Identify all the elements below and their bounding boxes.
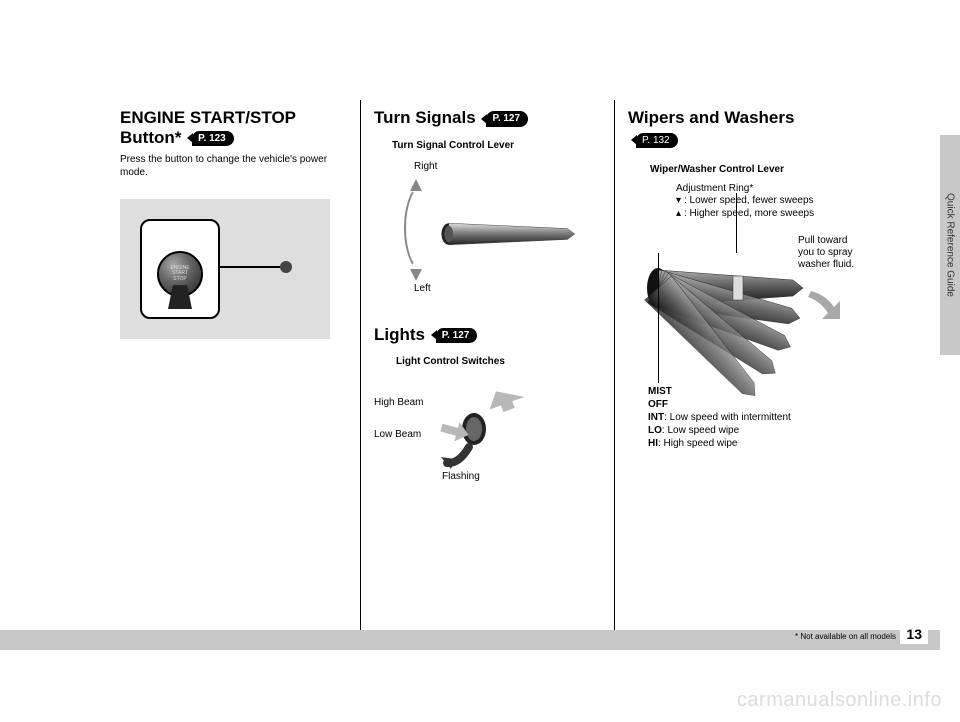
engine-title-l2: Button	[120, 128, 175, 147]
wipers-caption: Wiper/Washer Control Lever	[650, 164, 878, 175]
page-ref-pill: P. 132	[636, 133, 678, 148]
adjustment-ring-high: ▴: Higher speed, more sweeps	[676, 208, 814, 221]
page-ref-pill: P. 127	[486, 111, 528, 127]
lights-figure: High Beam Low Beam Flashing	[374, 379, 574, 499]
callout-line-modes	[658, 253, 659, 383]
label-right: Right	[414, 161, 437, 172]
page-number: 13	[900, 624, 928, 644]
engine-title-l1: ENGINE START/STOP	[120, 108, 296, 127]
label-left: Left	[414, 283, 431, 294]
engine-figure: ENGINE START STOP	[120, 199, 330, 339]
column-wipers: Wipers and Washers P. 132 Wiper/Washer C…	[628, 108, 878, 423]
adjustment-ring-low: ▾: Lower speed, fewer sweeps	[676, 195, 814, 208]
mode-int: INT: Low speed with intermittent	[648, 411, 791, 424]
adjustment-ring-title: Adjustment Ring*	[676, 183, 814, 196]
turn-signal-lever-graphic	[434, 216, 584, 252]
wipers-figure: Adjustment Ring* ▾: Lower speed, fewer s…	[628, 183, 868, 423]
engine-panel: ENGINE START STOP	[140, 219, 220, 319]
arrow-down-icon	[410, 269, 422, 281]
section-tab: Quick Reference Guide	[940, 135, 960, 355]
label-low-beam: Low Beam	[374, 429, 421, 440]
turn-signals-heading: Turn Signals P. 127	[374, 108, 610, 128]
page-ref-pill: P. 127	[436, 328, 478, 344]
lights-heading: Lights P. 127	[374, 325, 610, 345]
engine-asterisk: *	[175, 128, 182, 147]
adjustment-ring-block: Adjustment Ring* ▾: Lower speed, fewer s…	[676, 183, 814, 221]
lights-title: Lights	[374, 325, 425, 344]
column-divider-1	[360, 100, 361, 630]
wipers-heading: Wipers and Washers	[628, 108, 878, 128]
arrow-up-icon	[410, 179, 422, 191]
column-divider-2	[614, 100, 615, 630]
mode-mist: MIST	[648, 385, 791, 398]
label-high-beam: High Beam	[374, 397, 423, 408]
footnote-disclaimer: * Not available on all models	[795, 632, 896, 641]
turn-signals-title: Turn Signals	[374, 108, 476, 127]
engine-heading: ENGINE START/STOP Button* P. 123	[120, 108, 356, 147]
mode-off: OFF	[648, 398, 791, 411]
turn-signal-caption: Turn Signal Control Lever	[392, 140, 610, 151]
lights-caption: Light Control Switches	[396, 356, 610, 367]
wipers-title: Wipers and Washers	[628, 108, 794, 127]
pull-arrow-icon	[806, 283, 846, 323]
column-engine: ENGINE START/STOP Button* P. 123 Press t…	[120, 108, 356, 339]
section-tab-label: Quick Reference Guide	[945, 193, 956, 297]
callout-dot	[280, 261, 292, 273]
page-content: ENGINE START/STOP Button* P. 123 Press t…	[120, 108, 880, 628]
watermark: carmanualsonline.info	[737, 689, 942, 712]
wiper-modes-list: MIST OFF INT: Low speed with intermitten…	[648, 385, 791, 450]
mode-lo: LO: Low speed wipe	[648, 424, 791, 437]
engine-body-text: Press the button to change the vehicle's…	[120, 153, 356, 179]
callout-line	[220, 266, 280, 268]
page-ref-pill: P. 123	[192, 131, 234, 147]
engine-btn-label-3: STOP	[173, 277, 187, 282]
turn-signal-figure: Right Left	[374, 161, 594, 301]
mode-hi: HI: High speed wipe	[648, 437, 791, 450]
column-signals-lights: Turn Signals P. 127 Turn Signal Control …	[374, 108, 610, 499]
light-switch-graphic	[429, 379, 549, 479]
